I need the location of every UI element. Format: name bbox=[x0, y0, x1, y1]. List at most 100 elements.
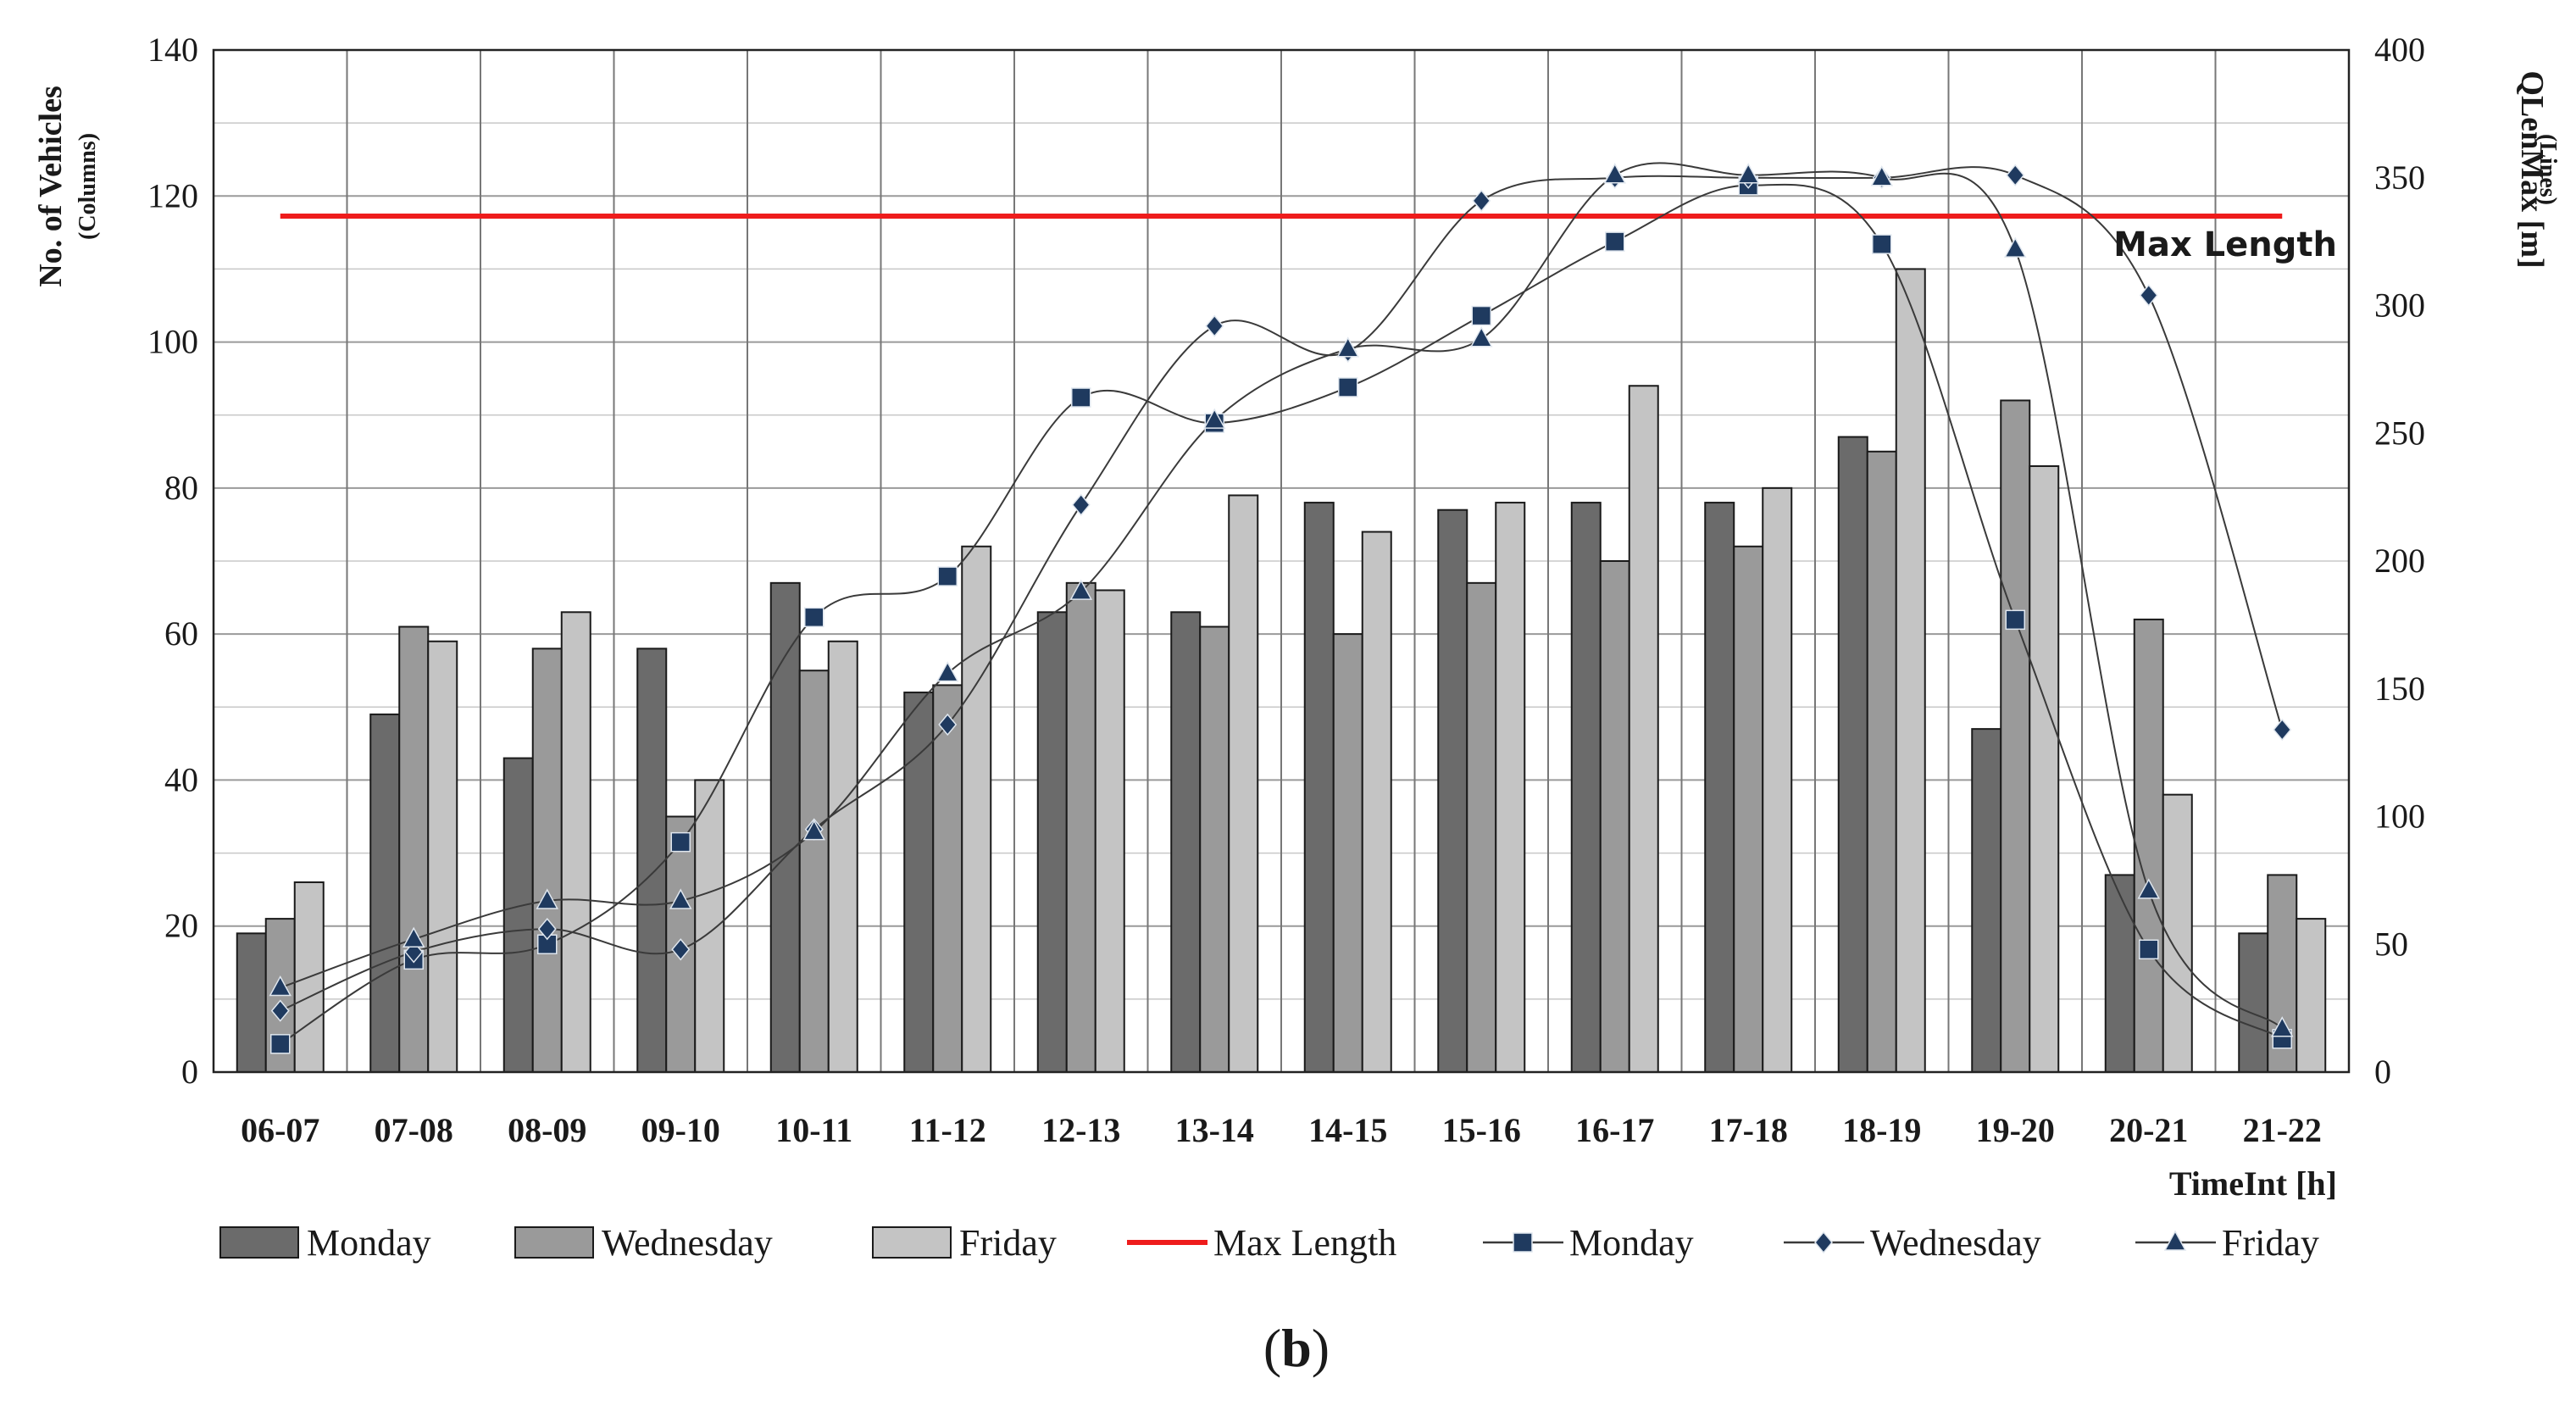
bar-friday-16-17 bbox=[1628, 385, 1659, 1073]
bar-friday-14-15 bbox=[1361, 531, 1392, 1073]
bar-wednesday-08-09 bbox=[531, 647, 563, 1073]
legend-swatch-friday bbox=[872, 1226, 952, 1259]
right-axis-ticks: 0 50 100 150 200 250 300 350 400 bbox=[2374, 31, 2425, 1091]
point-friday-13-14 bbox=[1202, 408, 1226, 429]
bar-wednesday-10-11 bbox=[798, 670, 830, 1073]
legend-label-wednesday: Wednesday bbox=[1870, 1222, 2041, 1264]
bar-monday-11-12 bbox=[903, 692, 935, 1073]
left-axis-title: No. of Vehicles bbox=[33, 86, 69, 287]
left-tick-label: 60 bbox=[164, 614, 198, 653]
left-tick-label: 40 bbox=[164, 760, 198, 798]
right-tick-label: 0 bbox=[2374, 1053, 2391, 1091]
bar-monday-06-07 bbox=[236, 932, 267, 1074]
point-friday-21-22 bbox=[2270, 1016, 2294, 1037]
point-friday-06-07 bbox=[269, 975, 292, 997]
legend-marker-wednesday bbox=[1814, 1231, 1833, 1254]
legend-label-friday: Friday bbox=[959, 1222, 1057, 1264]
max-length-label: Max Length bbox=[2113, 225, 2337, 264]
left-tick-label: 0 bbox=[181, 1053, 198, 1091]
point-friday-09-10 bbox=[669, 888, 692, 909]
x-tick-label-06-07: 06-07 bbox=[241, 1111, 319, 1149]
caption-open-paren: ( bbox=[1263, 1318, 1281, 1378]
x-tick-label-20-21: 20-21 bbox=[2109, 1111, 2188, 1149]
bar-wednesday-12-13 bbox=[1065, 581, 1096, 1073]
x-tick-label-19-20: 19-20 bbox=[1976, 1111, 2055, 1149]
legend-swatch-monday bbox=[219, 1226, 299, 1259]
point-wednesday-06-07 bbox=[270, 999, 290, 1022]
bars-layer bbox=[236, 268, 2327, 1074]
legend-label-max-length: Max Length bbox=[1213, 1222, 1396, 1264]
bar-monday-19-20 bbox=[1971, 728, 2002, 1074]
x-tick-label-21-22: 21-22 bbox=[2243, 1111, 2322, 1149]
bar-monday-16-17 bbox=[1570, 502, 1602, 1073]
bar-monday-10-11 bbox=[769, 581, 801, 1073]
bar-friday-08-09 bbox=[560, 611, 591, 1073]
bar-monday-21-22 bbox=[2238, 932, 2269, 1074]
x-tick-label-13-14: 13-14 bbox=[1175, 1111, 1254, 1149]
point-wednesday-12-13 bbox=[1071, 493, 1091, 516]
caption: (b) bbox=[1263, 1318, 1330, 1378]
point-monday-18-19 bbox=[1872, 234, 1892, 254]
point-wednesday-19-20 bbox=[2006, 164, 2025, 186]
bar-monday-09-10 bbox=[636, 647, 668, 1073]
legend-label-monday: Monday bbox=[307, 1222, 431, 1264]
bar-friday-17-18 bbox=[1762, 486, 1793, 1073]
point-wednesday-20-21 bbox=[2139, 284, 2158, 307]
right-axis-title: QLenMax [m] bbox=[2514, 70, 2550, 268]
point-friday-19-20 bbox=[2003, 236, 2027, 258]
bar-wednesday-07-08 bbox=[398, 625, 430, 1073]
bar-wednesday-20-21 bbox=[2133, 618, 2164, 1073]
right-tick-label: 50 bbox=[2374, 925, 2408, 963]
legend-swatch-wednesday bbox=[514, 1226, 594, 1259]
right-tick-label: 100 bbox=[2374, 797, 2425, 836]
caption-close-paren: ) bbox=[1312, 1318, 1330, 1378]
x-tick-label-07-08: 07-08 bbox=[375, 1111, 453, 1149]
point-friday-15-16 bbox=[1469, 326, 1493, 347]
bar-monday-12-13 bbox=[1036, 611, 1068, 1073]
point-wednesday-08-09 bbox=[537, 917, 557, 941]
point-monday-16-17 bbox=[1605, 231, 1625, 252]
right-tick-label: 200 bbox=[2374, 542, 2425, 580]
left-tick-label: 20 bbox=[164, 907, 198, 945]
legend: Monday Wednesday Friday Max Length Monday Wed… bbox=[219, 1222, 2319, 1264]
x-axis-ticks: 06-07 07-08 08-09 09-10 10-11 11-12 12-13 13-14… bbox=[241, 1111, 2322, 1149]
bar-wednesday-14-15 bbox=[1332, 633, 1363, 1073]
x-axis-title: TimeInt [h] bbox=[2169, 1164, 2337, 1203]
x-tick-label-18-19: 18-19 bbox=[1842, 1111, 1921, 1149]
left-tick-label: 120 bbox=[147, 176, 198, 214]
x-tick-label-16-17: 16-17 bbox=[1575, 1111, 1654, 1149]
bar-monday-13-14 bbox=[1170, 611, 1202, 1073]
bar-monday-20-21 bbox=[2104, 874, 2135, 1074]
point-friday-14-15 bbox=[1336, 336, 1360, 358]
point-friday-20-21 bbox=[2137, 878, 2161, 899]
left-tick-label: 100 bbox=[147, 323, 198, 361]
point-friday-11-12 bbox=[935, 661, 959, 682]
legend-label-monday: Monday bbox=[1569, 1222, 1694, 1264]
right-tick-label: 300 bbox=[2374, 286, 2425, 325]
bar-friday-20-21 bbox=[2162, 793, 2193, 1074]
bar-friday-07-08 bbox=[427, 640, 458, 1073]
bar-friday-19-20 bbox=[2029, 465, 2060, 1073]
bar-friday-12-13 bbox=[1094, 589, 1125, 1073]
x-tick-label-14-15: 14-15 bbox=[1308, 1111, 1387, 1149]
point-monday-19-20 bbox=[2005, 609, 2025, 631]
point-wednesday-15-16 bbox=[1472, 189, 1491, 213]
bar-friday-10-11 bbox=[827, 640, 858, 1073]
bar-friday-18-19 bbox=[1895, 268, 1926, 1073]
point-monday-20-21 bbox=[2139, 939, 2159, 960]
legend-marker-friday bbox=[2163, 1230, 2187, 1251]
left-axis-ticks: 0 20 40 60 80 100 120 140 bbox=[147, 31, 198, 1091]
bar-monday-08-09 bbox=[502, 757, 534, 1073]
point-monday-11-12 bbox=[937, 566, 958, 586]
bar-friday-13-14 bbox=[1228, 494, 1259, 1073]
bar-monday-17-18 bbox=[1704, 502, 1735, 1073]
bar-friday-09-10 bbox=[694, 779, 725, 1074]
bar-monday-18-19 bbox=[1837, 436, 1868, 1073]
line-monday bbox=[280, 183, 2283, 1045]
bar-monday-07-08 bbox=[369, 713, 401, 1074]
x-tick-label-15-16: 15-16 bbox=[1442, 1111, 1521, 1149]
point-friday-16-17 bbox=[1603, 163, 1627, 184]
x-tick-label-12-13: 12-13 bbox=[1041, 1111, 1120, 1149]
x-tick-label-09-10: 09-10 bbox=[641, 1111, 720, 1149]
plot-frame bbox=[212, 48, 2351, 1074]
